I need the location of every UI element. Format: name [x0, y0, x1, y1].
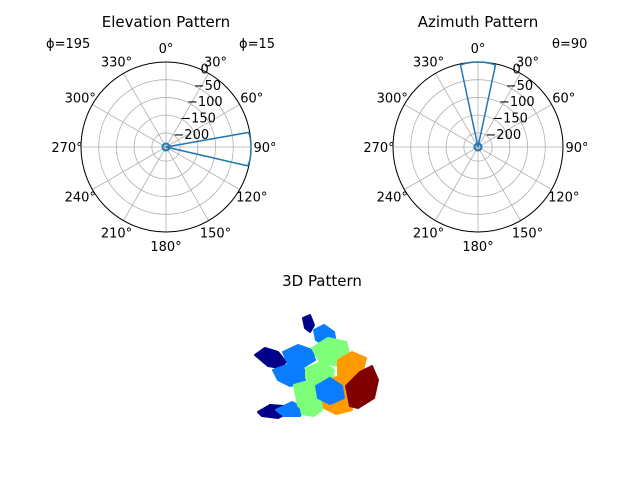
radial-tick-label: −200 — [173, 128, 209, 143]
theta-tick-label: 270° — [51, 141, 82, 156]
theta-tick-label: 240° — [377, 191, 408, 206]
angular-grid-line — [92, 104, 167, 148]
radial-tick-label: −100 — [187, 95, 223, 110]
surface-patch — [315, 377, 345, 405]
radial-tick-label: −100 — [499, 95, 535, 110]
surface-patch — [254, 347, 287, 369]
3d-surface-patches — [254, 314, 379, 419]
3d-pattern-title: 3D Pattern — [282, 272, 362, 290]
azimuth-polar-axes: Azimuth Pattern θ=90 0° 30° 60° 90° 120° 150°… — [363, 13, 588, 255]
angular-grid-line — [477, 146, 552, 190]
radial-tick-label: −150 — [492, 112, 528, 127]
pattern-line — [459, 61, 497, 148]
radial-tick-label: −150 — [180, 112, 216, 127]
theta-tick-label: 60° — [240, 92, 263, 107]
3d-pattern-axes: 3D Pattern — [254, 272, 379, 419]
theta-tick-label: 30° — [516, 55, 539, 70]
surface-patch — [302, 314, 315, 333]
angular-grid-line — [435, 146, 479, 221]
theta-tick-label: 150° — [512, 227, 543, 242]
angular-grid-line — [477, 73, 521, 148]
angular-grid-line — [165, 73, 209, 148]
elevation-phi-right-label: ϕ=15 — [239, 37, 275, 52]
theta-tick-label: 120° — [236, 191, 267, 206]
origin-marker — [161, 142, 171, 152]
angular-grid-line — [165, 104, 240, 148]
angular-grid-line — [165, 146, 209, 221]
radial-tick-label: 0 — [201, 62, 209, 77]
surface-patch — [299, 401, 323, 417]
theta-tick-label: 240° — [65, 191, 96, 206]
theta-tick-label: 180° — [150, 240, 181, 255]
azimuth-theta-label: θ=90 — [552, 37, 587, 52]
theta-tick-label: 270° — [363, 141, 394, 156]
angular-grid-line — [123, 146, 167, 221]
angular-grid-line — [404, 104, 479, 148]
theta-tick-label: 90° — [565, 141, 588, 156]
elevation-polar-axes: Elevation Pattern ϕ=195 ϕ=15 0° 30° 60° 90°… — [46, 13, 277, 255]
angular-grid-line — [477, 104, 552, 148]
theta-tick-label: 120° — [548, 191, 579, 206]
theta-tick-label: 210° — [413, 227, 444, 242]
origin-marker — [473, 142, 483, 152]
elevation-title: Elevation Pattern — [102, 13, 230, 31]
theta-tick-label: 0° — [159, 42, 174, 57]
theta-tick-label: 330° — [413, 55, 444, 70]
theta-tick-label: 300° — [65, 92, 96, 107]
theta-tick-label: 180° — [462, 240, 493, 255]
angular-grid-line — [123, 73, 167, 148]
radial-tick-label: −200 — [485, 128, 521, 143]
theta-tick-label: 210° — [101, 227, 132, 242]
theta-tick-label: 90° — [253, 141, 276, 156]
surface-patch — [345, 365, 379, 409]
radial-tick-label: −50 — [506, 79, 533, 94]
theta-tick-label: 30° — [204, 55, 227, 70]
theta-tick-label: 150° — [200, 227, 231, 242]
angular-grid-line — [165, 146, 240, 190]
pattern-line — [165, 131, 252, 167]
theta-tick-label: 330° — [101, 55, 132, 70]
angular-grid-line — [92, 146, 167, 190]
angular-grid-line — [404, 146, 479, 190]
azimuth-title: Azimuth Pattern — [418, 13, 539, 31]
angular-grid-line — [435, 73, 479, 148]
angular-grid-line — [477, 146, 521, 221]
theta-tick-label: 0° — [471, 42, 486, 57]
theta-tick-label: 60° — [552, 92, 575, 107]
theta-tick-label: 300° — [377, 92, 408, 107]
radial-tick-label: 0 — [513, 62, 521, 77]
radial-tick-label: −50 — [194, 79, 221, 94]
elevation-phi-left-label: ϕ=195 — [46, 37, 90, 52]
